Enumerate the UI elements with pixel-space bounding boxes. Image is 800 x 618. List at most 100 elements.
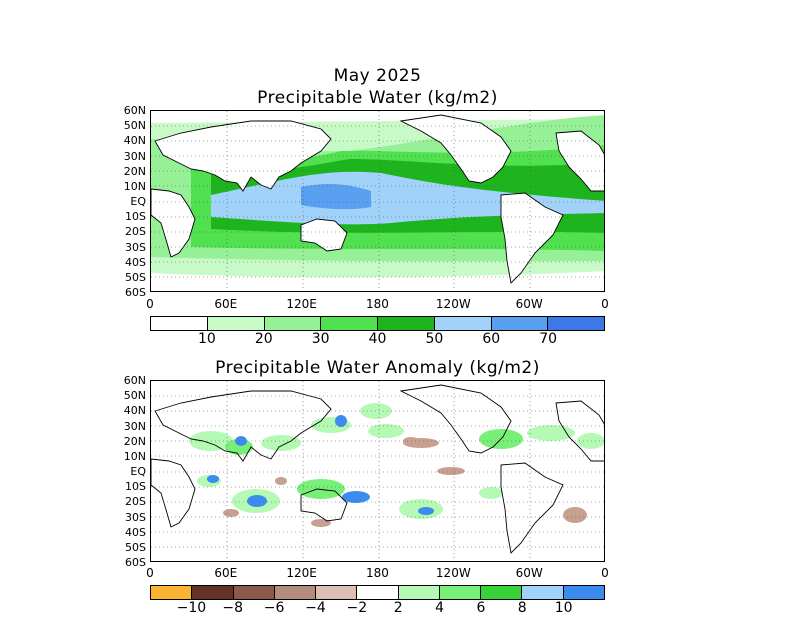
lat-label: 60S (125, 556, 146, 570)
colorbar-label: 70 (539, 331, 558, 347)
lat-label: 30S (125, 510, 146, 524)
colorbar-label: 30 (311, 331, 330, 347)
anomaly-region (189, 431, 233, 451)
colorbar-label: 20 (254, 331, 273, 347)
colorbar-label: 10 (197, 331, 216, 347)
lat-label: 10S (125, 210, 146, 224)
lon-label: 60E (214, 297, 238, 311)
anomaly-region (311, 519, 331, 527)
lat-label: 50N (123, 119, 146, 133)
anomaly-region (368, 424, 404, 438)
colorbar-label: −8 (222, 600, 244, 616)
lat-label: 40S (125, 255, 146, 269)
lat-label: 50N (123, 389, 146, 403)
colorbar-label: 60 (482, 331, 501, 347)
anomaly-region (479, 487, 503, 499)
lat-label: 30N (123, 419, 146, 433)
lat-label: 60S (125, 286, 146, 300)
colorbar-swatch (274, 586, 317, 599)
anomaly-region (342, 491, 370, 503)
figure-date-title: May 2025 (333, 66, 422, 86)
colorbar-swatch (192, 586, 234, 599)
colorbar-swatch (316, 586, 358, 599)
colorbar-swatch (264, 317, 322, 330)
top-panel-title: Precipitable Water (kg/m2) (257, 88, 498, 108)
lat-label: 50S (125, 540, 146, 554)
lon-label: 120E (286, 297, 317, 311)
colorbar-label: 6 (476, 600, 486, 616)
lon-label: 120W (435, 297, 471, 311)
lat-label: 20S (125, 225, 146, 239)
colorbar-swatch (548, 317, 604, 330)
anomaly-field (151, 381, 604, 561)
lat-label: 40N (123, 404, 146, 418)
lat-label: 50S (125, 270, 146, 284)
precipitable-water-anomaly-map (150, 380, 605, 562)
lat-label: 40S (125, 525, 146, 539)
colorbar-swatch (563, 586, 604, 599)
colorbar-swatch (491, 317, 549, 330)
colorbar-swatch (207, 317, 265, 330)
bottom-colorbar (150, 585, 605, 600)
precipitable-water-field (151, 111, 604, 291)
lon-label: 0 (601, 297, 609, 311)
lat-label: EQ (130, 465, 146, 479)
colorbar-label: 40 (368, 331, 387, 347)
lat-label: 40N (123, 134, 146, 148)
colorbar-swatch (321, 317, 378, 330)
lat-label: 20N (123, 164, 146, 178)
anomaly-region (247, 495, 267, 507)
lat-label: 20S (125, 495, 146, 509)
anomaly-region (577, 433, 604, 449)
anomaly-region (223, 509, 239, 517)
colorbar-swatch (522, 586, 564, 599)
colorbar-label: −4 (305, 600, 326, 616)
lon-label: 180 (366, 566, 389, 580)
colorbar-swatch (378, 317, 435, 330)
lon-label: 60E (214, 566, 238, 580)
colorbar-swatch (434, 317, 492, 330)
anomaly-region (527, 425, 575, 441)
colorbar-label: −10 (176, 600, 207, 616)
anomaly-region (437, 467, 465, 475)
anomaly-region (235, 436, 247, 446)
colorbar-swatch (151, 317, 208, 330)
lat-label: 10N (123, 179, 146, 193)
lon-label: 0 (146, 566, 154, 580)
bottom-panel-title: Precipitable Water Anomaly (kg/m2) (215, 358, 540, 378)
colorbar-label: 4 (435, 600, 444, 616)
anomaly-region (335, 415, 347, 427)
colorbar-label: 8 (517, 600, 527, 616)
colorbar-swatch (233, 586, 275, 599)
colorbar-label: −6 (263, 600, 285, 616)
colorbar-label: 10 (554, 600, 573, 616)
lon-label: 60W (515, 297, 543, 311)
colorbar-swatch (481, 586, 523, 599)
lon-label: 120E (286, 566, 317, 580)
lat-label: 60N (123, 374, 146, 387)
lon-label: 0 (601, 566, 609, 580)
precipitable-water-map (150, 110, 605, 292)
anomaly-region (261, 435, 301, 451)
colorbar-swatch (151, 586, 193, 599)
anomaly-region (563, 507, 587, 523)
lon-label: 0 (146, 297, 154, 311)
colorbar-label: 50 (425, 331, 444, 347)
anomaly-region (418, 507, 434, 515)
colorbar-swatch (439, 586, 482, 599)
colorbar-swatch (357, 586, 399, 599)
anomaly-region (275, 477, 287, 485)
anomaly-region (207, 475, 219, 483)
colorbar-label: −2 (346, 600, 368, 616)
lat-label: 30S (125, 240, 146, 254)
lon-label: 180 (366, 297, 389, 311)
colorbar-label: 2 (393, 600, 403, 616)
lat-label: EQ (130, 195, 146, 209)
lat-label: 10N (123, 449, 146, 463)
lon-label: 120W (435, 566, 471, 580)
colorbar-swatch (398, 586, 440, 599)
lat-label: 20N (123, 434, 146, 448)
lat-label: 60N (123, 104, 146, 117)
lon-label: 60W (515, 566, 543, 580)
lat-label: 30N (123, 149, 146, 163)
